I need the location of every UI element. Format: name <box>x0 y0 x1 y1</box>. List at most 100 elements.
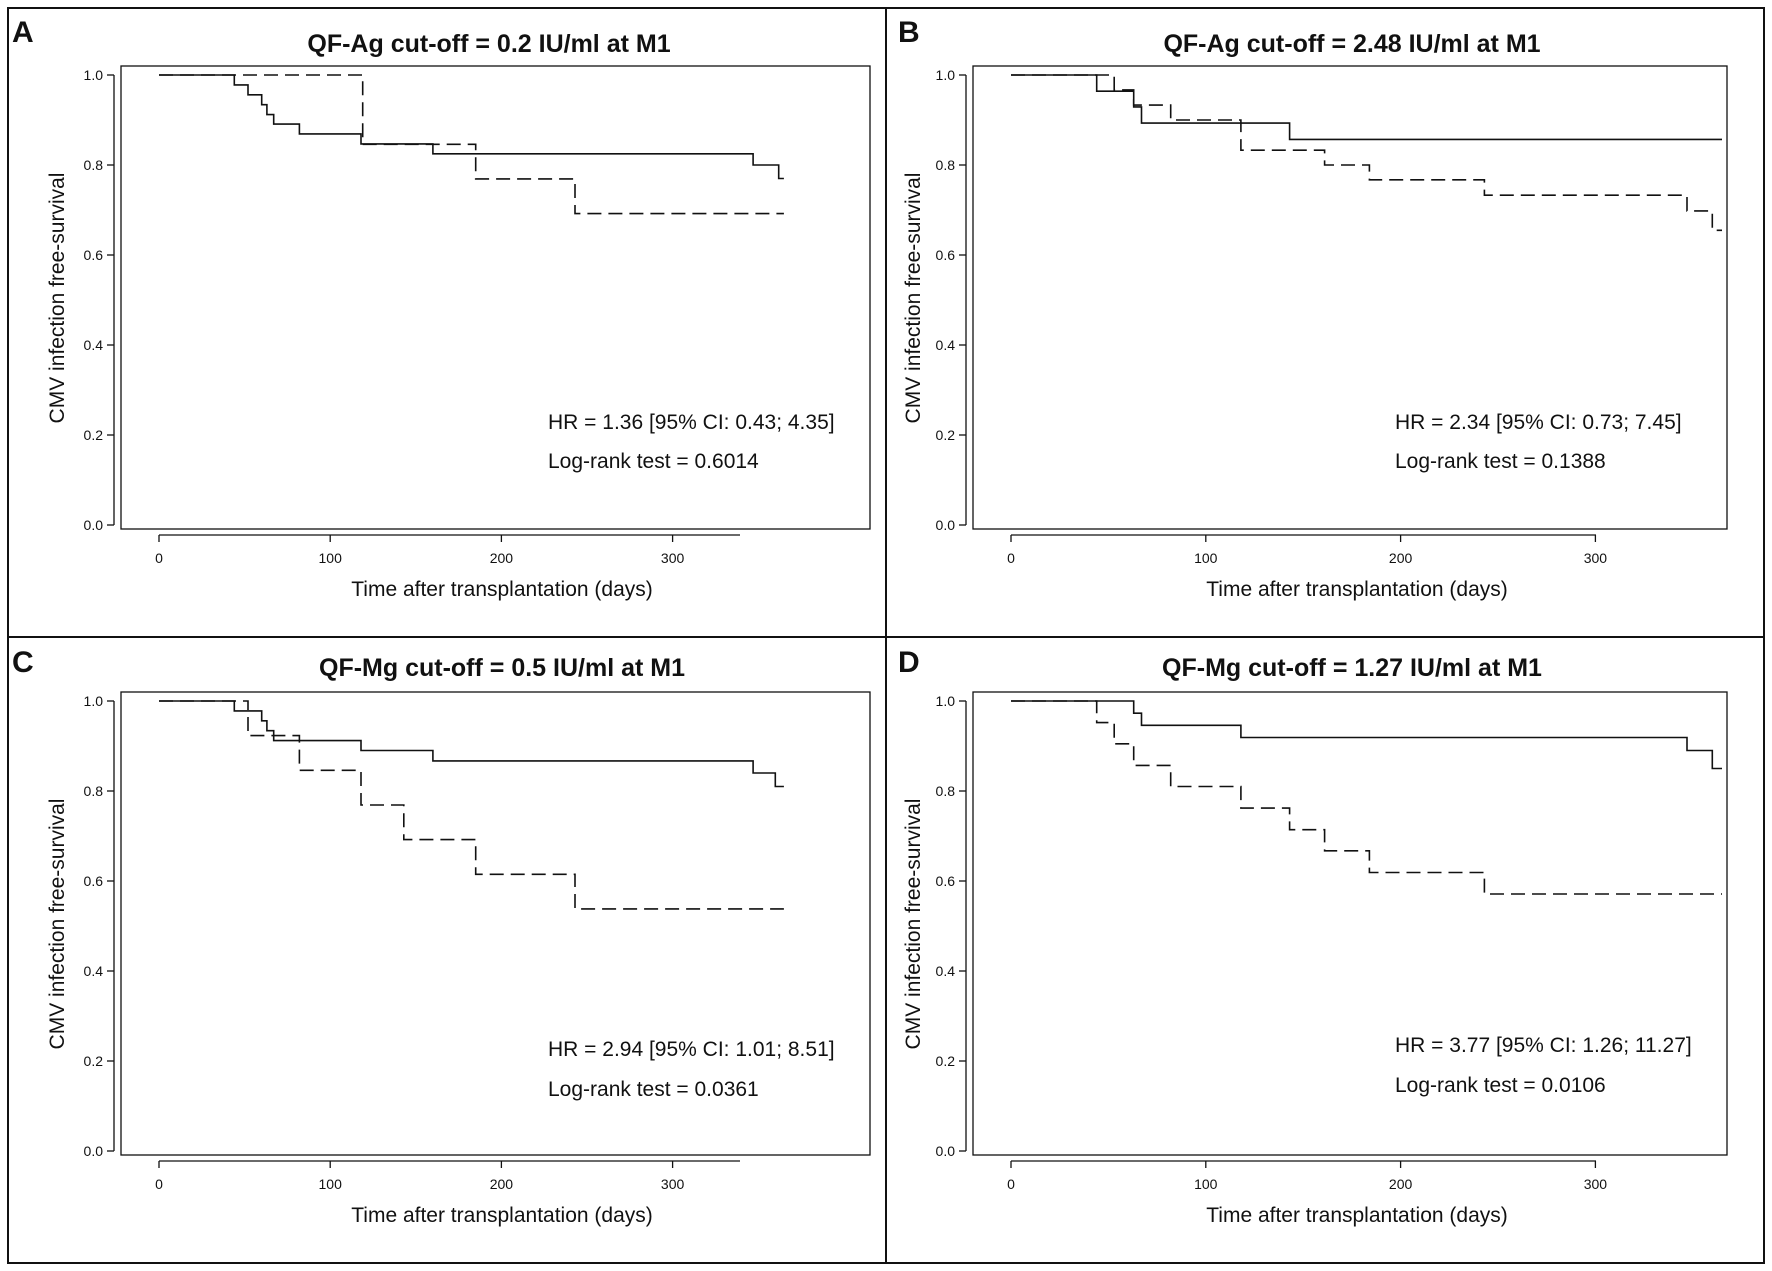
hazard-ratio-annotation: HR = 2.94 [95% CI: 1.01; 8.51] <box>548 1038 835 1061</box>
y-tick-label: 0.2 <box>936 1053 956 1069</box>
y-axis: 0.0 0.2 0.4 0.6 0.8 1.0 <box>84 67 115 533</box>
panel-title: QF-Mg cut-off = 1.27 IU/ml at M1 <box>1162 654 1542 682</box>
y-tick-label: 0.4 <box>84 337 104 353</box>
y-tick-label: 0.4 <box>936 337 956 353</box>
x-tick-label: 100 <box>1194 550 1218 566</box>
x-tick-label: 0 <box>1007 550 1015 566</box>
x-axis-label: Time after transplantation (days) <box>351 1204 653 1227</box>
x-tick-label: 200 <box>1389 550 1413 566</box>
y-tick-label: 0.0 <box>84 517 104 533</box>
y-tick-label: 0.8 <box>84 783 104 799</box>
panel-title: QF-Ag cut-off = 0.2 IU/ml at M1 <box>307 30 670 58</box>
solid-survival-curve <box>159 700 784 788</box>
panel-c: C QF-Mg cut-off = 0.5 IU/ml at M1 0.0 0.2… <box>12 646 871 1227</box>
panel-b: B QF-Ag cut-off = 2.48 IU/ml at M1 0.00.… <box>898 16 1728 601</box>
x-ticks: 0 100 200 300 <box>1007 535 1607 566</box>
panel-letter: D <box>898 646 920 679</box>
survival-curves <box>1011 700 1722 895</box>
y-axis-label: CMV infection free-survival <box>902 799 925 1050</box>
y-axis: 0.0 0.2 0.4 0.6 0.8 1.0 <box>936 67 967 533</box>
survival-curves <box>159 74 784 215</box>
y-axis: 0.0 0.2 0.4 0.6 0.8 1.0 <box>936 693 967 1159</box>
x-ticks: 0 100 200 300 <box>155 1161 684 1192</box>
solid-survival-curve <box>1011 700 1722 770</box>
dashed-survival-curve <box>159 700 784 910</box>
log-rank-annotation: Log-rank test = 0.0361 <box>548 1078 759 1101</box>
y-axis-label: CMV infection free-survival <box>46 173 69 424</box>
log-rank-annotation: Log-rank test = 0.0106 <box>1395 1074 1606 1097</box>
x-tick-label: 100 <box>319 1176 343 1192</box>
panel-letter: C <box>12 646 34 679</box>
x-axis-label: Time after transplantation (days) <box>1206 578 1508 601</box>
plot-frame <box>120 691 871 1156</box>
y-tick-label: 1.0 <box>936 693 956 709</box>
y-tick-label: 0.6 <box>936 247 956 263</box>
hazard-ratio-annotation: HR = 2.34 [95% CI: 0.73; 7.45] <box>1395 411 1682 434</box>
x-axis-label: Time after transplantation (days) <box>1206 1204 1508 1227</box>
survival-curves <box>159 700 784 910</box>
y-ticks: 0.0 0.2 0.4 0.6 0.8 1.0 <box>84 693 114 1159</box>
panel-a: A QF-Ag cut-off = 0.2 IU/ml at M1 0.0 0.2… <box>12 16 871 601</box>
hazard-ratio-annotation: HR = 1.36 [95% CI: 0.43; 4.35] <box>548 411 835 434</box>
y-tick-label: 0.2 <box>84 1053 104 1069</box>
y-axis-label: CMV infection free-survival <box>46 799 69 1050</box>
x-tick-label: 100 <box>1194 1176 1218 1192</box>
x-tick-label: 0 <box>155 550 163 566</box>
x-tick-label: 100 <box>319 550 343 566</box>
y-tick-label: 0.4 <box>84 963 104 979</box>
plot-frame <box>972 691 1728 1156</box>
x-tick-label: 0 <box>155 1176 163 1192</box>
y-tick-label: 0.0 <box>936 1143 956 1159</box>
y-ticks: 0.0 0.2 0.4 0.6 0.8 1.0 <box>936 693 966 1159</box>
dashed-survival-curve <box>1011 700 1722 895</box>
y-ticks: 0.0 0.2 0.4 0.6 0.8 1.0 <box>936 67 966 533</box>
x-tick-label: 0 <box>1007 1176 1015 1192</box>
dashed-survival-curve <box>159 74 784 215</box>
x-ticks: 0 100 200 300 <box>1007 1161 1607 1192</box>
y-tick-label: 0.4 <box>936 963 956 979</box>
y-tick-label: 1.0 <box>84 693 104 709</box>
y-axis-label: CMV infection free-survival <box>902 173 925 424</box>
log-rank-annotation: Log-rank test = 0.6014 <box>548 450 759 473</box>
y-tick-label: 0.2 <box>84 427 104 443</box>
x-tick-label: 300 <box>1584 550 1608 566</box>
y-tick-label: 0.6 <box>84 247 104 263</box>
panel-title: QF-Ag cut-off = 2.48 IU/ml at M1 <box>1163 30 1540 58</box>
panel-letter: A <box>12 16 34 49</box>
y-tick-label: 0.6 <box>84 873 104 889</box>
y-tick-label: 0.8 <box>936 157 956 173</box>
y-tick-label: 0.0 <box>84 1143 104 1159</box>
x-tick-label: 200 <box>490 1176 514 1192</box>
y-tick-label: 0.2 <box>936 427 956 443</box>
x-tick-label: 300 <box>1584 1176 1608 1192</box>
y-tick-label: 0.8 <box>84 157 104 173</box>
y-tick-label: 1.0 <box>84 67 104 83</box>
y-ticks: 0.0 0.2 0.4 0.6 0.8 1.0 <box>84 67 114 533</box>
x-ticks: 0 100 200 300 <box>155 535 684 566</box>
panel-letter: B <box>898 16 920 49</box>
x-tick-label: 300 <box>661 1176 685 1192</box>
y-tick-label: 0.6 <box>936 873 956 889</box>
solid-survival-curve <box>159 74 784 180</box>
x-axis-label: Time after transplantation (days) <box>351 578 653 601</box>
x-tick-label: 300 <box>661 550 685 566</box>
panel-d: D QF-Mg cut-off = 1.27 IU/ml at M1 0.00.… <box>898 646 1728 1227</box>
plot-frame <box>972 65 1728 530</box>
x-axis: 0 100 200 300 <box>1007 534 1607 566</box>
hazard-ratio-annotation: HR = 3.77 [95% CI: 1.26; 11.27] <box>1395 1034 1692 1057</box>
log-rank-annotation: Log-rank test = 0.1388 <box>1395 450 1606 473</box>
solid-survival-curve <box>1011 74 1722 141</box>
y-tick-label: 0.0 <box>936 517 956 533</box>
y-axis: 0.0 0.2 0.4 0.6 0.8 1.0 <box>84 693 115 1159</box>
plot-frame <box>120 65 871 530</box>
survival-curves <box>1011 74 1722 232</box>
dashed-survival-curve <box>1011 74 1722 232</box>
x-tick-label: 200 <box>490 550 514 566</box>
y-tick-label: 0.8 <box>936 783 956 799</box>
y-tick-label: 1.0 <box>936 67 956 83</box>
panel-title: QF-Mg cut-off = 0.5 IU/ml at M1 <box>319 654 685 682</box>
x-axis: 0 100 200 300 <box>155 1160 740 1192</box>
x-axis: 0 100 200 300 <box>155 534 740 566</box>
x-axis: 0 100 200 300 <box>1007 1160 1607 1192</box>
